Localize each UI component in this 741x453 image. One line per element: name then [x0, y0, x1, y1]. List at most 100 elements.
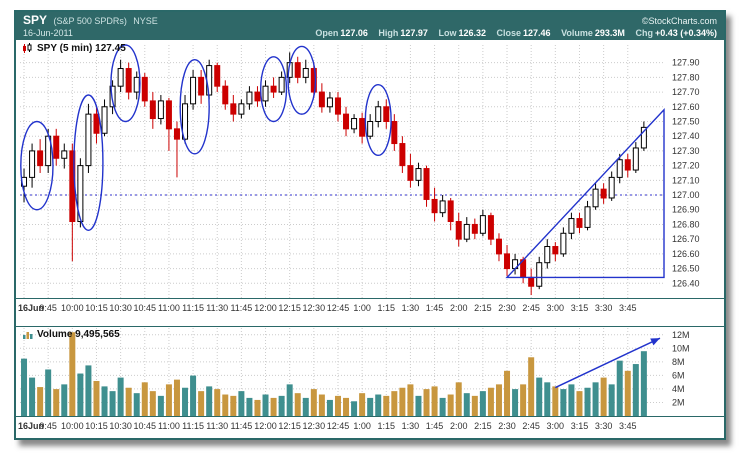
svg-text:10:15: 10:15: [85, 421, 108, 431]
ticker-name: (S&P 500 SPDRs): [53, 16, 127, 26]
price-grid: [20, 45, 664, 298]
stockcharts-chart: SPY (S&P 500 SPDRs) NYSE ©StockCharts.co…: [14, 10, 726, 440]
price-pane: 127.90 127.80 127.70 127.60 127.50 127.40 127.…: [16, 40, 724, 326]
price-y-axis: 127.90 127.80 127.70 127.60 127.50 127.40 127.…: [672, 58, 700, 289]
chart-date: 16-Jun-2011: [23, 28, 73, 38]
svg-text:10:30: 10:30: [109, 303, 132, 313]
svg-text:12:15: 12:15: [278, 421, 301, 431]
svg-text:1:45: 1:45: [426, 421, 444, 431]
chart-header: SPY (S&P 500 SPDRs) NYSE ©StockCharts.co…: [16, 12, 724, 40]
svg-text:10:30: 10:30: [109, 421, 132, 431]
svg-text:16Jun: 16Jun: [18, 303, 44, 313]
svg-text:1:00: 1:00: [353, 303, 371, 313]
candles: [21, 52, 647, 296]
svg-text:126.50: 126.50: [672, 264, 700, 274]
svg-text:127.90: 127.90: [672, 58, 700, 68]
svg-text:3:30: 3:30: [595, 421, 613, 431]
ellipse-annotation: [110, 44, 141, 123]
svg-text:127.80: 127.80: [672, 72, 700, 82]
svg-text:127.70: 127.70: [672, 87, 700, 97]
svg-text:2:30: 2:30: [498, 303, 516, 313]
ticker-exchange: NYSE: [133, 16, 158, 26]
svg-text:11:30: 11:30: [206, 421, 228, 431]
svg-text:2M: 2M: [672, 397, 685, 407]
svg-text:9:45: 9:45: [39, 421, 57, 431]
svg-text:126.60: 126.60: [672, 249, 700, 259]
svg-text:10:15: 10:15: [85, 303, 108, 313]
svg-text:127.60: 127.60: [672, 102, 700, 112]
ellipse-annotation: [73, 94, 104, 232]
svg-text:126.90: 126.90: [672, 205, 700, 215]
svg-text:2:15: 2:15: [474, 421, 492, 431]
svg-text:1:30: 1:30: [402, 421, 420, 431]
ticker-title: SPY (S&P 500 SPDRs) NYSE: [23, 14, 158, 27]
svg-text:127.50: 127.50: [672, 116, 700, 126]
ellipse-annotation: [259, 56, 288, 123]
svg-text:10:00: 10:00: [61, 303, 84, 313]
svg-text:8M: 8M: [672, 357, 685, 367]
svg-text:3:45: 3:45: [619, 421, 637, 431]
svg-text:127.40: 127.40: [672, 131, 700, 141]
svg-text:1:45: 1:45: [426, 303, 444, 313]
volume-arrow: [555, 337, 661, 389]
svg-text:11:15: 11:15: [182, 421, 204, 431]
quote-summary: Open 127.06 High 127.97 Low 126.32 Close 127…: [307, 27, 717, 39]
svg-text:3:00: 3:00: [547, 421, 565, 431]
svg-text:12:45: 12:45: [327, 421, 350, 431]
quote-change: Chg +0.43 (+0.34%): [635, 28, 717, 38]
svg-text:3:15: 3:15: [571, 421, 589, 431]
volume-y-axis: 12M 10M 8M 6M 4M 2M: [672, 330, 690, 408]
svg-text:3:15: 3:15: [571, 303, 589, 313]
svg-text:11:00: 11:00: [158, 421, 180, 431]
svg-text:12:30: 12:30: [303, 421, 326, 431]
quote-close: Close 127.46: [496, 28, 551, 38]
volume-bars: [21, 332, 647, 417]
ticker-symbol: SPY: [23, 13, 48, 27]
svg-text:10:45: 10:45: [134, 303, 157, 313]
ellipse-annotation: [20, 120, 54, 211]
svg-text:16Jun: 16Jun: [18, 421, 44, 431]
triangle-annotation: [505, 107, 665, 279]
svg-text:127.10: 127.10: [672, 175, 700, 185]
price-chart: 127.90 127.80 127.70 127.60 127.50 127.40 127.…: [16, 44, 724, 313]
svg-text:12:00: 12:00: [254, 421, 277, 431]
svg-text:12M: 12M: [672, 330, 690, 340]
svg-text:3:30: 3:30: [595, 303, 613, 313]
svg-text:9:45: 9:45: [39, 303, 57, 313]
svg-text:2:15: 2:15: [474, 303, 492, 313]
svg-text:126.70: 126.70: [672, 234, 700, 244]
svg-text:2:00: 2:00: [450, 421, 468, 431]
svg-text:11:45: 11:45: [230, 421, 252, 431]
volume-pane: 12M 10M 8M 6M 4M 2M 16Jun 9:45 10:00 10:15 10:30 10…: [16, 326, 724, 438]
volume-grid: [20, 328, 664, 416]
svg-text:12:00: 12:00: [254, 303, 277, 313]
svg-text:3:45: 3:45: [619, 303, 637, 313]
quote-high: High 127.97: [378, 28, 428, 38]
svg-text:2:30: 2:30: [498, 421, 516, 431]
stockcharts-credit: ©StockCharts.com: [641, 16, 717, 26]
svg-text:127.20: 127.20: [672, 161, 700, 171]
ellipse-annotation: [287, 45, 317, 115]
svg-text:10:00: 10:00: [61, 421, 84, 431]
svg-text:1:15: 1:15: [378, 421, 396, 431]
svg-text:4M: 4M: [672, 384, 685, 394]
svg-text:127.30: 127.30: [672, 146, 700, 156]
svg-text:12:30: 12:30: [303, 303, 326, 313]
ellipse-annotations: [20, 44, 392, 232]
ellipse-annotation: [179, 59, 210, 155]
ellipse-annotation: [364, 84, 392, 157]
quote-low: Low 126.32: [438, 28, 486, 38]
quote-open: Open 127.06: [315, 28, 368, 38]
svg-text:126.40: 126.40: [672, 278, 700, 288]
svg-text:11:15: 11:15: [182, 303, 204, 313]
svg-text:11:30: 11:30: [206, 303, 228, 313]
svg-text:6M: 6M: [672, 370, 685, 380]
svg-text:126.80: 126.80: [672, 219, 700, 229]
svg-text:1:30: 1:30: [402, 303, 420, 313]
svg-text:2:00: 2:00: [450, 303, 468, 313]
svg-text:12:15: 12:15: [278, 303, 301, 313]
quote-volume: Volume 293.3M: [561, 28, 625, 38]
svg-text:2:45: 2:45: [522, 303, 540, 313]
